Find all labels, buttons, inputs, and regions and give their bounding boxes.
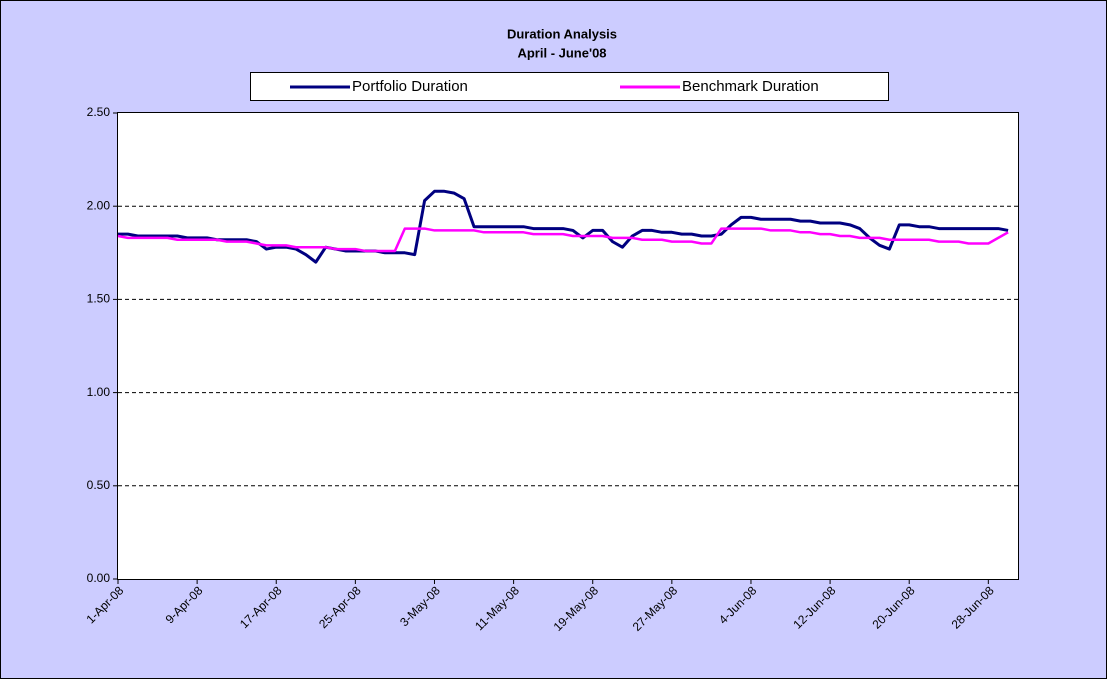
series-line bbox=[117, 227, 1009, 253]
legend-label: Portfolio Duration bbox=[352, 78, 468, 95]
plot-area bbox=[117, 112, 1019, 580]
chart-title: Duration Analysis bbox=[507, 26, 617, 41]
y-tick-label: 2.50 bbox=[87, 105, 111, 119]
legend-label: Benchmark Duration bbox=[682, 78, 819, 95]
series-line bbox=[118, 189, 1009, 264]
y-tick-label: 1.50 bbox=[87, 292, 111, 306]
chart-subtitle: April - June'08 bbox=[517, 45, 606, 60]
y-tick-label: 0.50 bbox=[87, 478, 111, 492]
y-tick-label: 1.00 bbox=[87, 385, 111, 399]
y-tick-label: 0.00 bbox=[87, 571, 111, 585]
legend-box bbox=[250, 72, 889, 101]
y-tick-label: 2.00 bbox=[87, 198, 111, 212]
